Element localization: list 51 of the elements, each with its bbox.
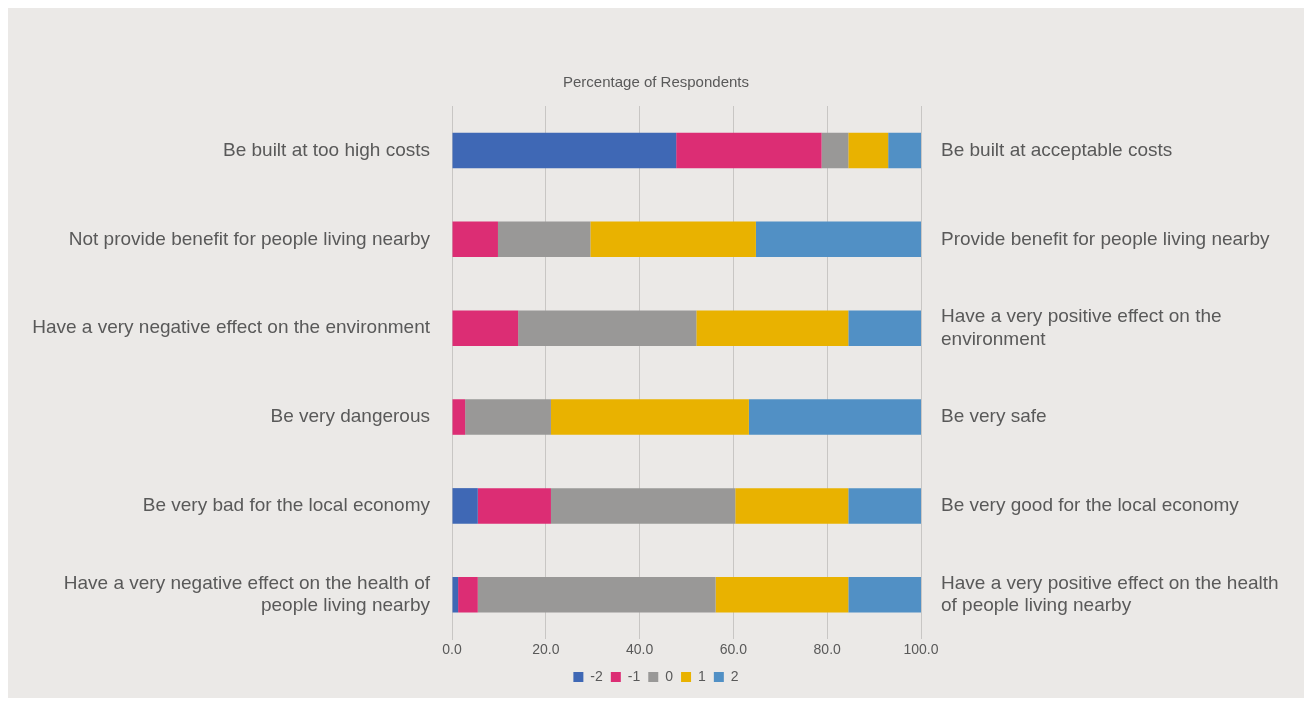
bar (755, 221, 921, 258)
bar (848, 132, 889, 169)
bar (452, 221, 498, 258)
bar (550, 488, 736, 524)
legend-label: 1 (698, 667, 707, 684)
bar (748, 399, 921, 435)
bar (696, 310, 849, 346)
y-tick-label: Have a very negative effect on the health of people living nearby (63, 571, 431, 616)
bar (452, 132, 677, 169)
bar (715, 576, 849, 613)
bar (518, 310, 697, 346)
y2-tick-label: Be very good for the local economy (941, 494, 1240, 516)
legend-label: -2 (590, 667, 604, 684)
bar (676, 132, 822, 169)
x-tick-label: 0.0 (442, 641, 462, 658)
legend-label: -1 (627, 667, 641, 684)
bar (477, 488, 551, 524)
x-tick-label: 20.0 (532, 641, 560, 658)
bar (848, 488, 921, 524)
chart-title: Percentage of Respondents (563, 73, 749, 91)
bar (848, 310, 921, 346)
y-tick-label: Have a very negative effect on the environment (32, 316, 431, 338)
y-tick-label: Be very dangerous (270, 405, 430, 427)
bar (452, 310, 519, 346)
bar (497, 221, 591, 258)
x-tick-label: 40.0 (625, 641, 654, 658)
bar (452, 399, 466, 435)
y2-tick-label: Be very safe (941, 405, 1047, 427)
y-tick-label: Not provide benefit for people living nearby (68, 227, 431, 249)
x-tick-label: 60.0 (719, 641, 748, 658)
bar (452, 488, 478, 524)
bar (477, 576, 716, 613)
y-tick-label: Be very bad for the local economy (142, 494, 431, 516)
bar (452, 576, 459, 613)
y-tick-label: Be built at too high costs (222, 138, 430, 160)
bar (465, 399, 551, 435)
bar (590, 221, 756, 258)
bar (848, 576, 921, 613)
bar (735, 488, 849, 524)
legend-label: 0 (665, 667, 674, 684)
y2-tick-label: Be built at acceptable costs (941, 138, 1173, 160)
y2-tick-label: Have a very positive effect on the environment (941, 305, 1222, 349)
x-tick-label: 100.0 (903, 641, 939, 658)
legend-label: 2 (730, 667, 739, 684)
bar (458, 576, 478, 613)
y2-tick-label: Have a very positive effect on the health of people living nearby (941, 571, 1279, 616)
x-tick-label: 80.0 (813, 641, 842, 658)
bar (888, 132, 921, 169)
bar (550, 399, 749, 435)
y2-tick-label: Provide benefit for people living nearby (941, 227, 1270, 249)
bar (821, 132, 849, 169)
